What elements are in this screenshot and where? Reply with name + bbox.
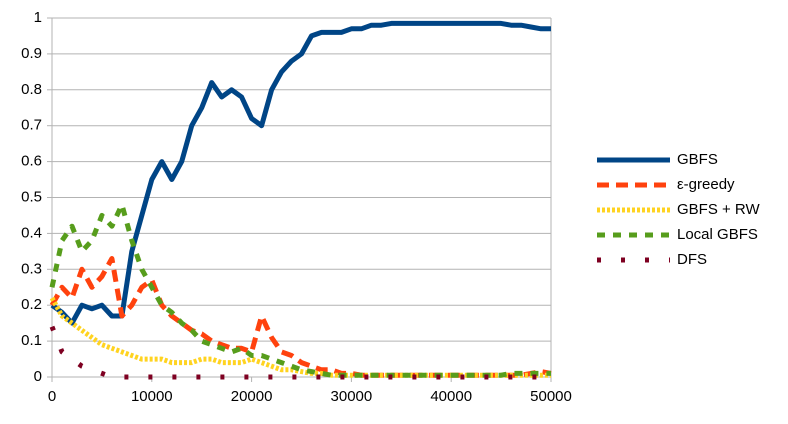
y-tick-label: 0.8	[21, 81, 42, 98]
y-tick-label: 0.5	[21, 188, 42, 205]
y-tick-label: 0.7	[21, 117, 42, 134]
y-tick-label: 1	[34, 9, 42, 26]
x-tick-label: 20000	[231, 388, 273, 405]
y-tick-label: 0.3	[21, 260, 42, 277]
y-tick-label: 0	[34, 368, 42, 385]
x-tick-label: 0	[48, 388, 56, 405]
y-tick-label: 0.4	[21, 224, 42, 241]
series-line	[50, 20, 551, 326]
x-tick-label: 10000	[131, 388, 173, 405]
y-tick-label: 0.2	[21, 296, 42, 313]
x-tick-label: 50000	[530, 388, 572, 405]
y-tick-label: 0.6	[21, 153, 42, 170]
series-line	[49, 202, 551, 378]
y-tick-label: 0.9	[21, 45, 42, 62]
legend-label: DFS	[677, 251, 707, 268]
x-tick-label: 30000	[331, 388, 373, 405]
legend-label: GBFS + RW	[677, 201, 760, 218]
legend-label: Local GBFS	[677, 226, 758, 243]
legend-label: ε-greedy	[677, 176, 735, 193]
y-tick-label: 0.1	[21, 332, 42, 349]
legend-label: GBFS	[677, 151, 718, 168]
x-tick-label: 40000	[430, 388, 472, 405]
